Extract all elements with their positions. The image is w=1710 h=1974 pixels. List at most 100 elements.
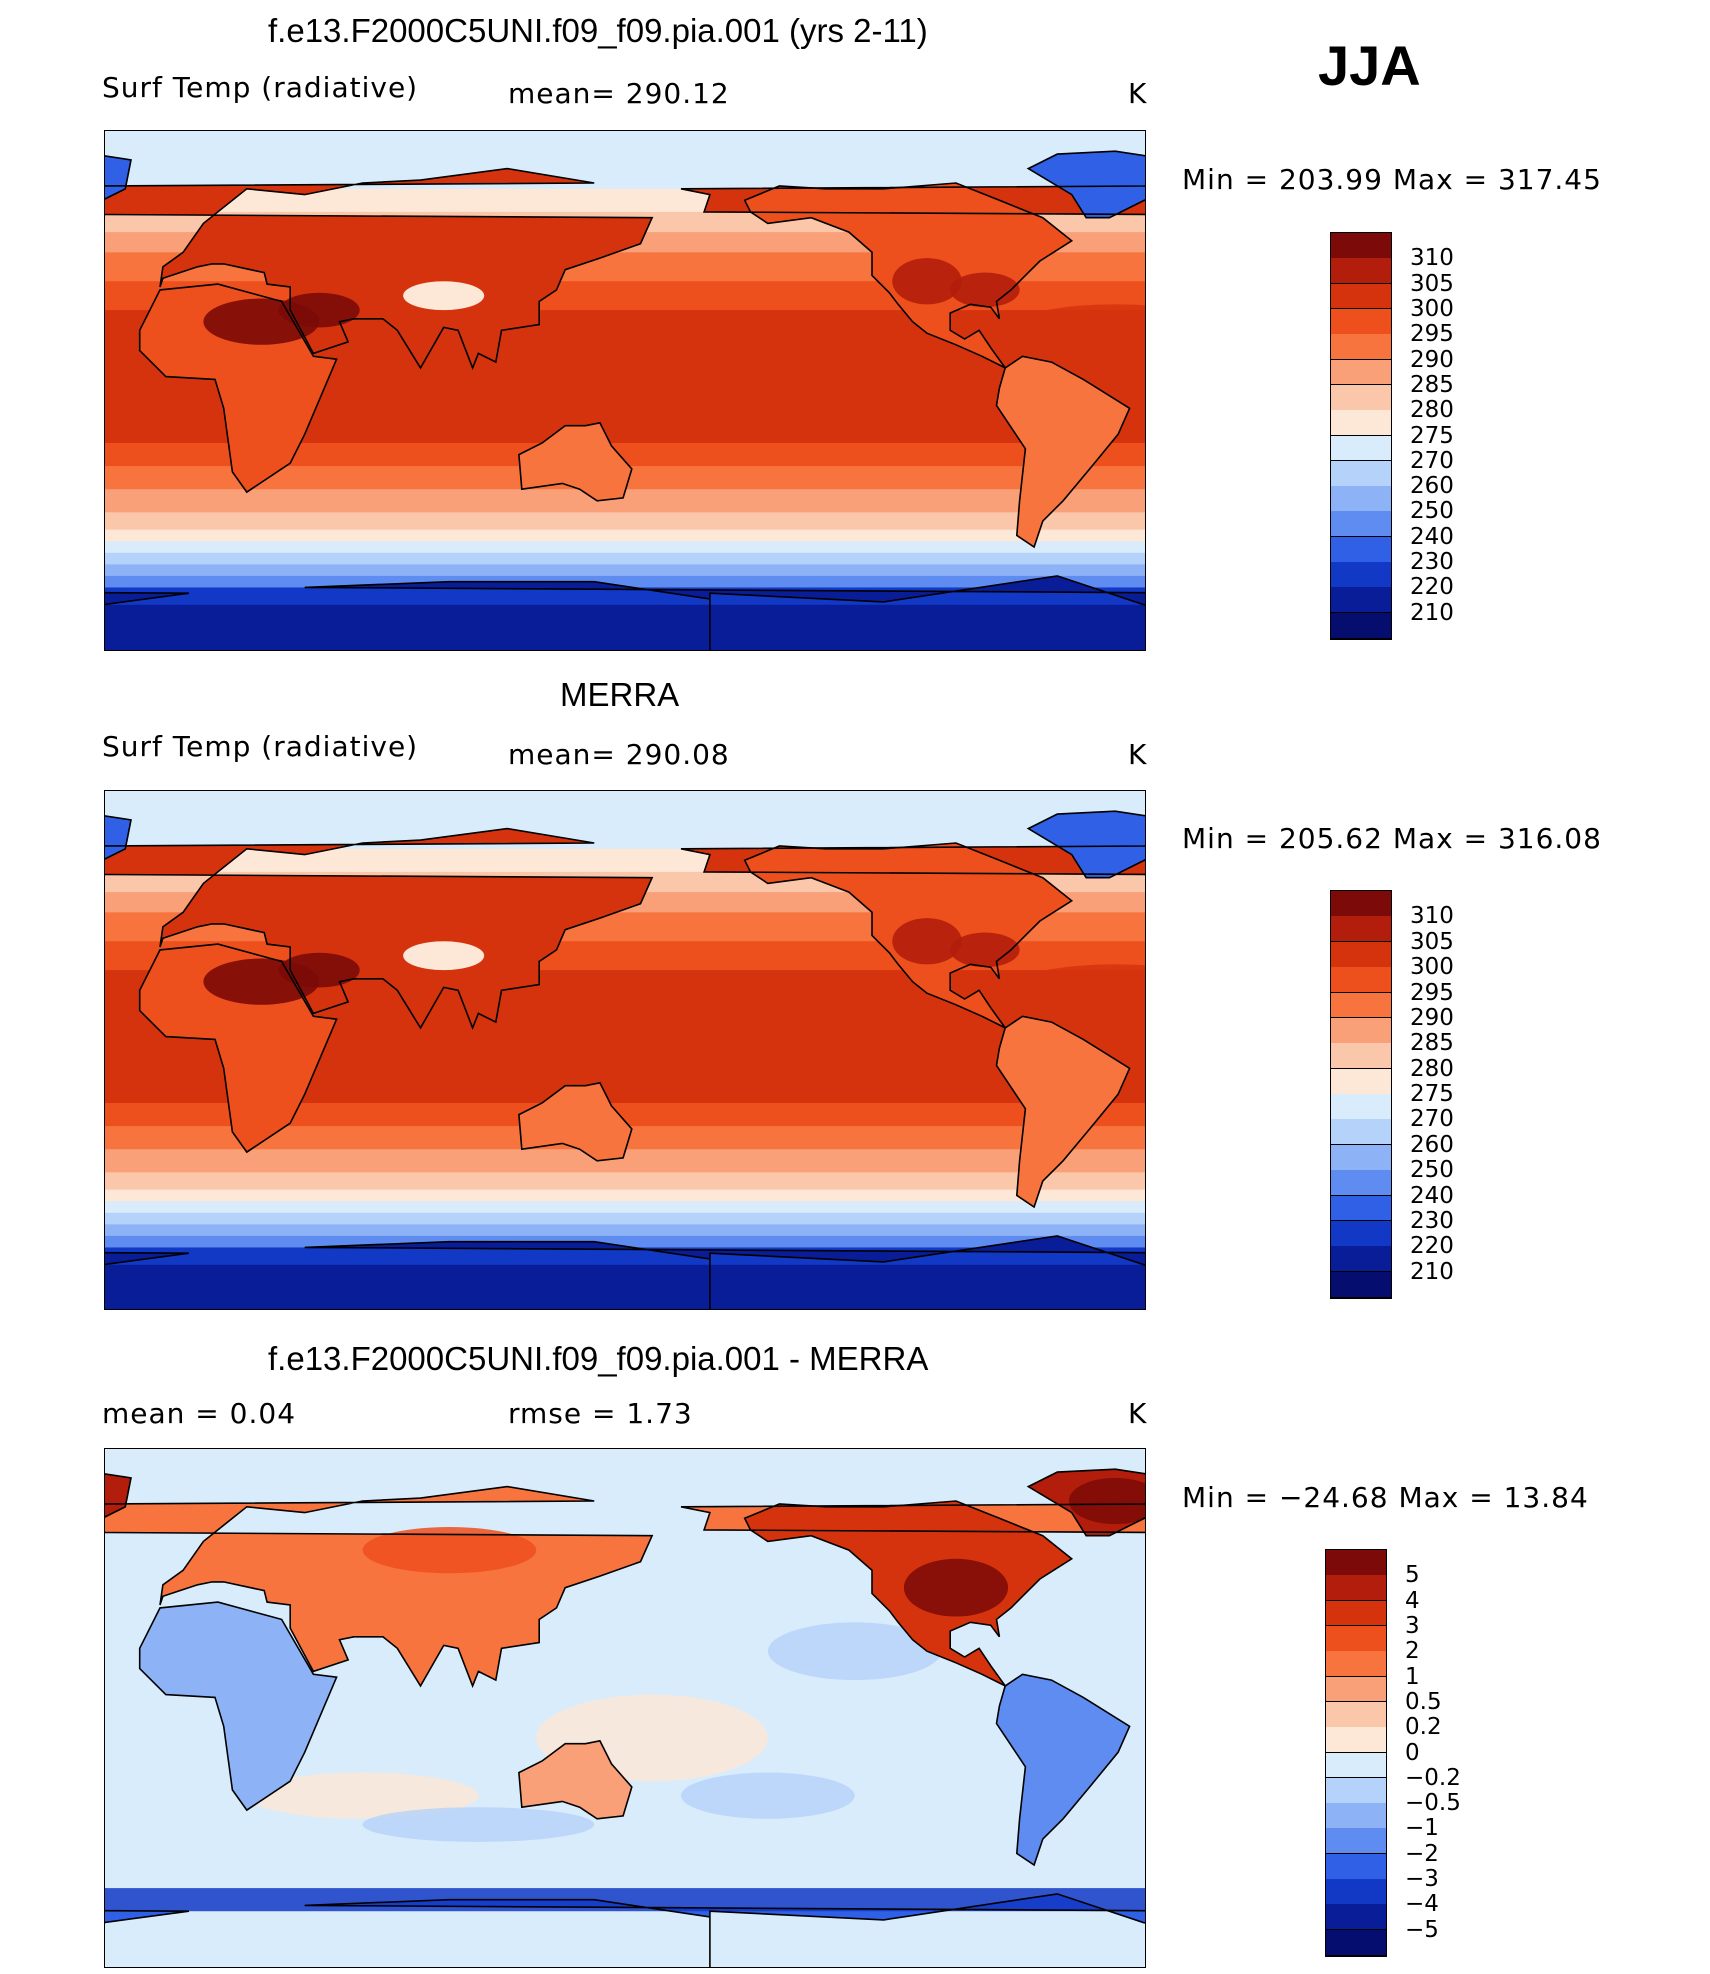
colorbar-tick-label: 290 — [1410, 1004, 1454, 1031]
colorbar-segment — [1326, 1904, 1386, 1931]
temperature-band — [105, 604, 1145, 650]
colorbar-segment — [1331, 1094, 1391, 1120]
colorbar-segment — [1331, 283, 1391, 310]
temperature-band — [105, 1201, 1145, 1214]
colorbar-tick-label: 290 — [1410, 346, 1454, 373]
temperature-map — [104, 130, 1146, 651]
land-anomaly — [139, 1602, 337, 1811]
colorbar-tick-label: 230 — [1410, 1207, 1454, 1234]
temperature-band — [105, 489, 1145, 514]
colorbar-tick-label: 310 — [1410, 903, 1454, 930]
panel-title: f.e13.F2000C5UNI.f09_f09.pia.001 (yrs 2-… — [268, 12, 928, 49]
temperature-band — [105, 1189, 1145, 1203]
coastline — [1026, 150, 1145, 219]
colorbar-tick-label: 240 — [1410, 523, 1454, 550]
variable-label: Surf Temp (radiative) — [102, 730, 419, 763]
warm-anomaly — [362, 1527, 537, 1574]
temperature-band — [105, 1172, 1145, 1191]
colorbar-segment — [1331, 460, 1391, 487]
coastline — [138, 943, 338, 1154]
colorbar-segment — [1331, 967, 1391, 993]
colorbar-tick-label: −1 — [1405, 1815, 1439, 1842]
colorbar — [1330, 232, 1392, 640]
hot-region — [278, 952, 360, 988]
temperature-band — [105, 512, 1145, 531]
coastline — [518, 1739, 633, 1820]
land-anomaly — [105, 1473, 131, 1517]
mean-label: mean= 290.08 — [508, 738, 730, 771]
coastline — [995, 1673, 1131, 1867]
colorbar-segment — [1331, 1043, 1391, 1070]
colorbar-tick-label: 300 — [1410, 954, 1454, 981]
colorbar-tick-label: 0 — [1405, 1739, 1420, 1766]
colorbar-segment — [1326, 1752, 1386, 1779]
colorbar-segment — [1331, 916, 1391, 943]
ocean-anomaly — [246, 1772, 479, 1819]
land-region — [1028, 151, 1145, 218]
colorbar-segment — [1331, 612, 1391, 639]
colorbar-segment — [1331, 536, 1391, 563]
land-region — [105, 155, 131, 199]
colorbar-segment — [1331, 1195, 1391, 1222]
colorbar-tick-label: 250 — [1410, 1157, 1454, 1184]
coastline — [518, 1081, 633, 1162]
colorbar-segment — [1326, 1879, 1386, 1905]
colorbar-tick-label: 275 — [1410, 422, 1454, 449]
coastline — [995, 1015, 1131, 1209]
difference-map — [104, 1448, 1146, 1968]
min-max-label: Min = 205.62 Max = 316.08 — [1182, 822, 1602, 855]
colorbar-tick-label: 295 — [1410, 321, 1454, 348]
coastline — [518, 421, 633, 502]
colorbar-tick-label: 275 — [1410, 1081, 1454, 1107]
temperature-band — [105, 1224, 1145, 1237]
mean-label: mean = 0.04 — [102, 1397, 297, 1430]
hot-region — [950, 932, 1020, 968]
colorbar-segment — [1331, 486, 1391, 512]
colorbar-tick-label: −2 — [1405, 1840, 1439, 1867]
colorbar-tick-label: 240 — [1410, 1182, 1454, 1209]
colorbar-tick-label: 280 — [1410, 397, 1454, 424]
colorbar-segment — [1331, 233, 1391, 259]
colorbar-tick-label: 3 — [1405, 1612, 1420, 1639]
temperature-band — [105, 541, 1145, 554]
colorbar-segment — [1331, 334, 1391, 361]
coastline — [995, 355, 1131, 549]
colorbar-tick-label: 0.5 — [1405, 1688, 1442, 1715]
colorbar-tick-label: 220 — [1410, 1233, 1454, 1260]
coastline — [138, 283, 338, 494]
colorbar-segment — [1326, 1625, 1386, 1652]
colorbar-tick-label: 1 — [1405, 1663, 1420, 1690]
colorbar-tick-label: −3 — [1405, 1866, 1439, 1893]
colorbar-segment — [1331, 992, 1391, 1019]
coastline — [304, 1893, 1145, 1967]
colorbar-tick-label: 310 — [1410, 245, 1454, 272]
warm-anomaly — [1068, 1477, 1145, 1525]
coastline — [138, 1601, 338, 1812]
ocean-anomaly — [362, 1807, 595, 1842]
colorbar-tick-label: 270 — [1410, 1106, 1454, 1133]
colorbar-tick-label: 0.2 — [1405, 1714, 1442, 1741]
colorbar-tick-label: −0.5 — [1405, 1790, 1461, 1817]
colorbar-tick-label: −5 — [1405, 1916, 1439, 1943]
colorbar-segment — [1331, 410, 1391, 436]
colorbar-segment — [1331, 511, 1391, 538]
temperature-band — [105, 564, 1145, 577]
temperature-band — [105, 529, 1145, 543]
hot-region — [950, 272, 1020, 308]
colorbar-tick-label: 210 — [1410, 1258, 1454, 1285]
temperature-band — [105, 131, 1145, 167]
colorbar-tick-label: 285 — [1410, 371, 1454, 398]
colorbar-segment — [1331, 941, 1391, 968]
land-region — [518, 422, 632, 501]
land-region — [996, 1016, 1130, 1207]
temperature-band — [105, 1149, 1145, 1174]
colorbar-tick-label: −4 — [1405, 1891, 1439, 1918]
colorbar-segment — [1326, 1600, 1386, 1627]
colorbar-segment — [1331, 587, 1391, 614]
colorbar-segment — [1331, 359, 1391, 386]
colorbar-tick-label: 210 — [1410, 599, 1454, 626]
coastline — [743, 842, 1074, 1029]
coastline — [743, 182, 1074, 369]
coastline — [1026, 810, 1145, 879]
season-label: JJA — [1318, 34, 1421, 97]
